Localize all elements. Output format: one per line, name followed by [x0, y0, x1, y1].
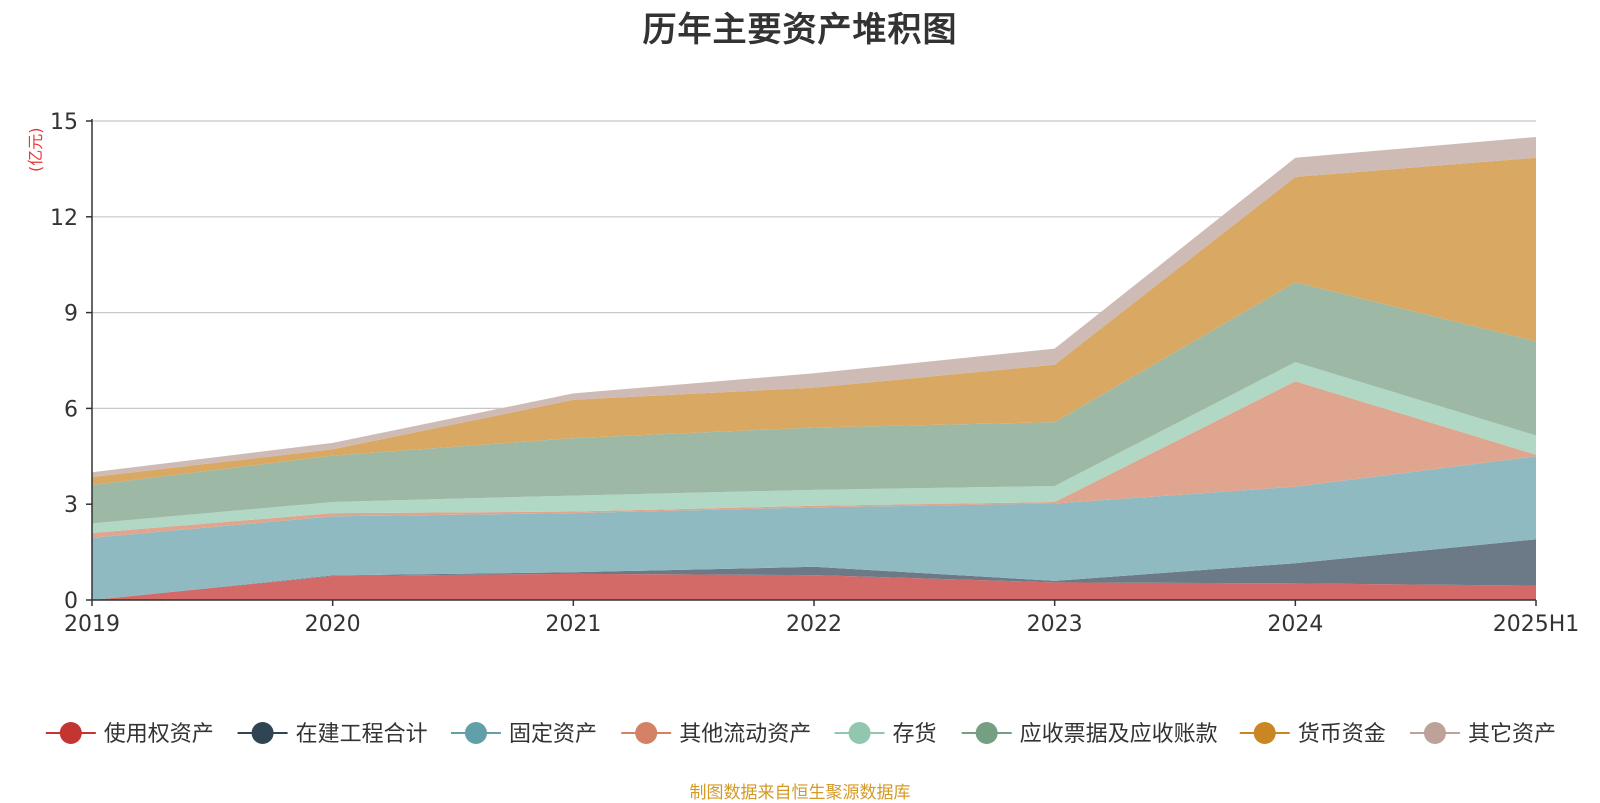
y-tick-label: 3 [64, 493, 78, 518]
y-tick-label: 12 [50, 206, 78, 231]
legend-item-3[interactable]: 其他流动资产 [621, 722, 811, 747]
x-tick-label: 2020 [305, 612, 361, 637]
legend-circle-icon [848, 722, 871, 744]
legend-label: 其它资产 [1468, 722, 1556, 747]
legend-label: 应收票据及应收账款 [1020, 722, 1218, 747]
legend-circle-icon [1253, 722, 1276, 744]
legend-item-1[interactable]: 在建工程合计 [237, 722, 428, 747]
legend-label: 其他流动资产 [679, 722, 811, 747]
x-tick-label: 2021 [545, 612, 601, 637]
y-tick-label: 15 [50, 110, 78, 135]
y-tick-label: 0 [64, 589, 78, 614]
legend-item-2[interactable]: 固定资产 [450, 722, 597, 747]
legend-item-0[interactable]: 使用权资产 [45, 722, 214, 747]
legend-item-6[interactable]: 货币资金 [1239, 722, 1386, 747]
legend-label: 固定资产 [509, 722, 597, 747]
y-tick-label: 6 [64, 397, 78, 422]
legend-layer: 使用权资产 在建工程合计 固定资产 其他流动资产 存货 应收票据及应收账款 货币资金 其它资产 [45, 722, 1556, 747]
legend-label: 在建工程合计 [296, 722, 428, 747]
area-series-4[interactable] [92, 362, 1536, 533]
x-tick-label: 2019 [64, 612, 120, 637]
legend-circle-icon [464, 722, 487, 744]
area-series-5[interactable] [92, 282, 1536, 524]
legend-label: 货币资金 [1298, 722, 1386, 747]
area-series-0[interactable] [92, 573, 1536, 600]
x-tick-label: 2024 [1267, 612, 1323, 637]
x-tick-label: 2023 [1027, 612, 1083, 637]
legend-item-7[interactable]: 其它资产 [1409, 722, 1556, 747]
legend-circle-icon [59, 722, 82, 744]
legend-circle-icon [975, 722, 998, 744]
area-series-3[interactable] [92, 381, 1536, 538]
x-tick-label: 2025H1 [1493, 612, 1580, 637]
legend-label: 存货 [893, 722, 937, 747]
axis-layer: 0 3 6 9 12 15 2019 2020 2021 2022 2023 2024 2025H1 [50, 110, 1579, 637]
legend-item-4[interactable]: 存货 [834, 722, 937, 747]
chart-title: 历年主要资产堆积图 [642, 10, 958, 50]
legend-circle-icon [251, 722, 274, 744]
area-layer [92, 136, 1536, 600]
area-series-2[interactable] [92, 456, 1536, 600]
area-series-1[interactable] [92, 539, 1536, 600]
y-tick-label: 9 [64, 302, 78, 327]
legend-circle-icon [635, 722, 658, 744]
legend-label: 使用权资产 [104, 722, 214, 747]
legend-item-5[interactable]: 应收票据及应收账款 [961, 722, 1218, 747]
x-tick-label: 2022 [786, 612, 842, 637]
area-series-6[interactable] [92, 157, 1536, 486]
data-source-note: 制图数据来自恒生聚源数据库 [689, 783, 911, 803]
legend-circle-icon [1423, 722, 1446, 744]
